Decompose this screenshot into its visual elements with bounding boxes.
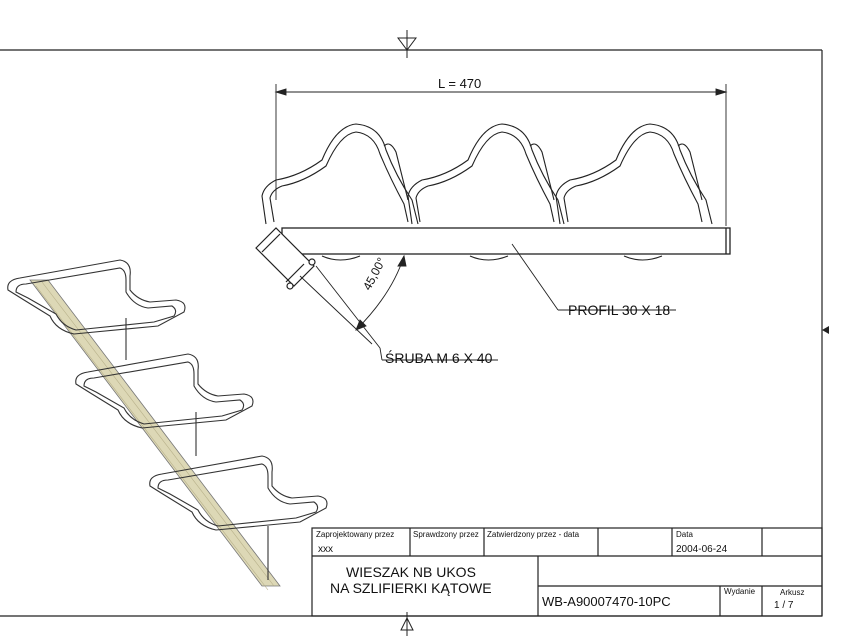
date-value: 2004-06-24 — [676, 544, 728, 555]
bolt-clamp — [255, 227, 316, 290]
sheet-value: 1 / 7 — [774, 600, 794, 611]
centering-mark-top — [397, 30, 417, 58]
isometric-view — [7, 259, 328, 591]
drawing-number: WB-A90007470-10PC — [542, 594, 671, 609]
bolt-callout: ŚRUBA M 6 X 40 — [385, 350, 493, 366]
date-label: Data — [676, 530, 693, 539]
front-view — [255, 84, 731, 361]
edition-label: Wydanie — [724, 587, 756, 596]
centering-mark-right — [822, 326, 829, 334]
title-block-grid — [311, 527, 823, 617]
profile-callout: PROFIL 30 X 18 — [568, 302, 671, 318]
designed-by-value: xxx — [318, 544, 333, 555]
wire-hooks — [261, 123, 713, 261]
drawing-title-line1: WIESZAK NB UKOS — [346, 564, 476, 580]
angle-dimension — [299, 254, 407, 345]
profile-bar — [281, 227, 731, 255]
checked-by-label: Sprawdzony przez — [413, 530, 479, 539]
sheet-label: Arkusz — [780, 588, 805, 597]
designed-by-label: Zaprojektowany przez — [316, 530, 395, 539]
drawing-frame — [0, 49, 823, 617]
drawing-title-line2: NA SZLIFIERKI KĄTOWE — [330, 580, 492, 596]
length-dimension-label: L = 470 — [438, 76, 482, 91]
leader-lines — [315, 243, 676, 361]
approved-by-label: Zatwierdzony przez - data — [487, 530, 580, 539]
length-dimension — [274, 84, 728, 226]
